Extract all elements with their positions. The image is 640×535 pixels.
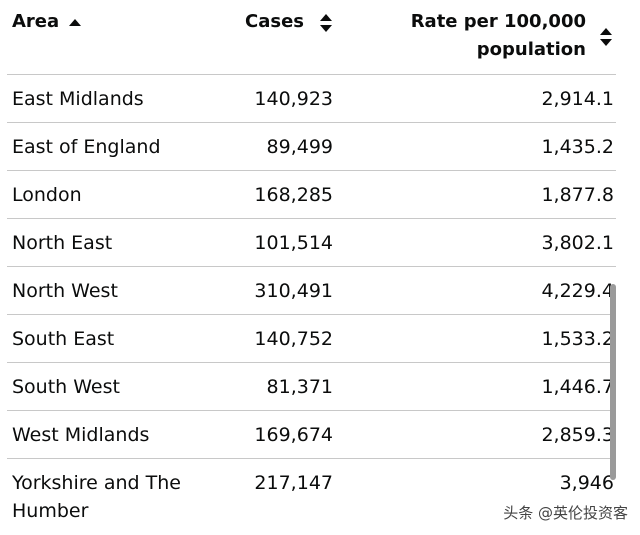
cases-cell: 140,752 <box>254 328 333 350</box>
rate-header[interactable]: Rate per 100,000 population <box>410 11 586 60</box>
rate-cell: 1,533.2 <box>541 328 614 350</box>
rate-cell: 3,946 <box>559 472 614 494</box>
rate-cell: 2,859.3 <box>541 424 614 446</box>
scrollbar[interactable] <box>610 284 616 480</box>
row-divider <box>7 266 616 267</box>
area-cell: South West <box>12 376 120 398</box>
area-cell: South East <box>12 328 115 350</box>
area-cell: London <box>12 184 82 206</box>
rate-cell: 4,229.4 <box>541 280 614 302</box>
row-divider <box>7 410 616 411</box>
row-divider <box>7 362 616 363</box>
header-divider <box>7 74 616 75</box>
area-cell: North East <box>12 232 113 254</box>
watermark: 头条 @英伦投资客 <box>503 504 628 522</box>
cases-cell: 310,491 <box>254 280 333 302</box>
rate-cell: 1,435.2 <box>541 136 614 158</box>
row-divider <box>7 170 616 171</box>
area-cell: West Midlands <box>12 424 150 446</box>
area-cell: Yorkshire and The Humber <box>12 472 181 522</box>
area-header[interactable]: Area <box>12 11 60 32</box>
cases-cell: 140,923 <box>254 88 333 110</box>
cases-cell: 81,371 <box>266 376 333 398</box>
cases-cell: 101,514 <box>254 232 333 254</box>
area-cell: East of England <box>12 136 161 158</box>
cases-cell: 89,499 <box>266 136 333 158</box>
rate-cell: 3,802.1 <box>541 232 614 254</box>
rate-cell: 2,914.1 <box>541 88 614 110</box>
rate-cell: 1,877.8 <box>541 184 614 206</box>
cases-cell: 217,147 <box>254 472 333 494</box>
row-divider <box>7 458 616 459</box>
row-divider <box>7 122 616 123</box>
cases-cell: 169,674 <box>254 424 333 446</box>
cases-cell: 168,285 <box>254 184 333 206</box>
cases-header[interactable]: Cases <box>245 11 304 32</box>
sort-icon[interactable] <box>319 13 333 33</box>
sort-ascending-icon[interactable] <box>68 17 82 27</box>
area-cell: East Midlands <box>12 88 144 110</box>
row-divider <box>7 314 616 315</box>
rate-cell: 1,446.7 <box>541 376 614 398</box>
area-cell: North West <box>12 280 118 302</box>
row-divider <box>7 218 616 219</box>
sort-icon[interactable] <box>599 27 613 47</box>
